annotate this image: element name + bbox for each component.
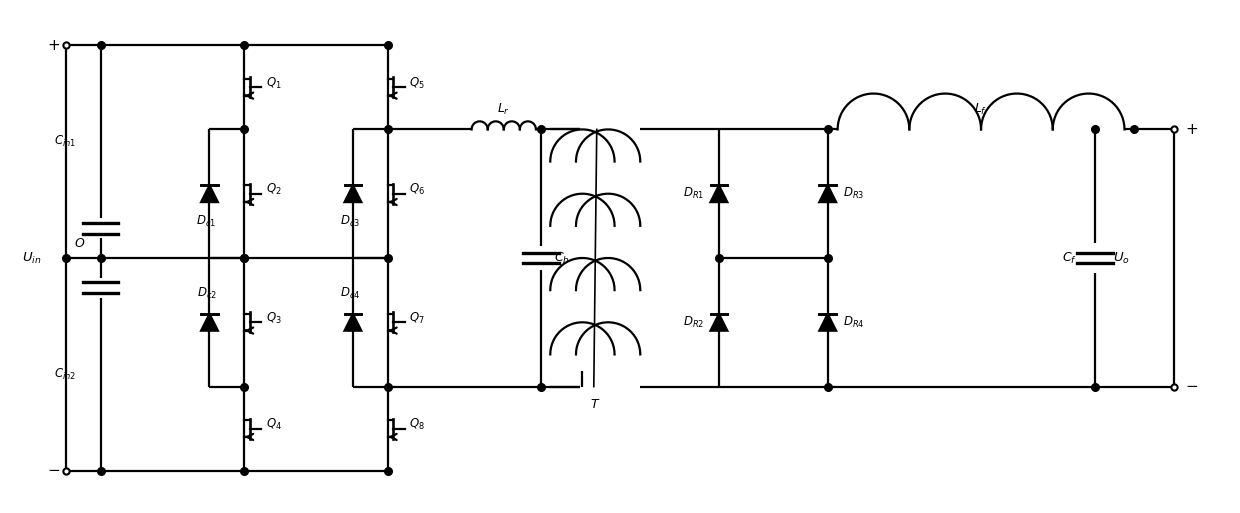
Text: $Q_2$: $Q_2$ bbox=[265, 182, 281, 198]
Text: $D_{c2}$: $D_{c2}$ bbox=[196, 285, 217, 301]
Polygon shape bbox=[820, 314, 836, 331]
Text: −: − bbox=[48, 463, 61, 478]
Text: $D_{R4}$: $D_{R4}$ bbox=[842, 315, 864, 330]
Text: $D_{R1}$: $D_{R1}$ bbox=[683, 186, 704, 201]
Text: −: − bbox=[1185, 379, 1199, 394]
Text: $U_o$: $U_o$ bbox=[1112, 250, 1130, 266]
Text: $Q_1$: $Q_1$ bbox=[265, 76, 281, 91]
Polygon shape bbox=[711, 185, 728, 202]
Text: $Q_8$: $Q_8$ bbox=[409, 417, 425, 432]
Text: $Q_4$: $Q_4$ bbox=[265, 417, 281, 432]
Text: $C_b$: $C_b$ bbox=[554, 250, 569, 266]
Polygon shape bbox=[201, 185, 218, 202]
Text: $Q_6$: $Q_6$ bbox=[409, 182, 425, 198]
Text: $C_{in1}$: $C_{in1}$ bbox=[53, 134, 76, 149]
Text: $D_{R3}$: $D_{R3}$ bbox=[842, 186, 864, 201]
Text: $Q_5$: $Q_5$ bbox=[409, 76, 425, 91]
Text: $D_{c4}$: $D_{c4}$ bbox=[340, 285, 360, 301]
Text: $Q_7$: $Q_7$ bbox=[409, 311, 425, 326]
Text: $O$: $O$ bbox=[74, 237, 86, 250]
Text: $C_f$: $C_f$ bbox=[1063, 250, 1078, 266]
Polygon shape bbox=[345, 185, 361, 202]
Text: $L_r$: $L_r$ bbox=[497, 102, 511, 116]
Text: +: + bbox=[48, 38, 61, 53]
Polygon shape bbox=[820, 185, 836, 202]
Polygon shape bbox=[201, 314, 218, 331]
Text: $Q_3$: $Q_3$ bbox=[265, 311, 281, 326]
Polygon shape bbox=[345, 314, 361, 331]
Text: $U_{in}$: $U_{in}$ bbox=[21, 250, 41, 266]
Text: +: + bbox=[1185, 122, 1199, 137]
Text: $L_f$: $L_f$ bbox=[975, 102, 987, 116]
Text: $D_{c1}$: $D_{c1}$ bbox=[196, 213, 217, 229]
Text: $C_{in2}$: $C_{in2}$ bbox=[53, 367, 76, 382]
Text: $T$: $T$ bbox=[590, 399, 600, 411]
Polygon shape bbox=[711, 314, 728, 331]
Text: $D_{R2}$: $D_{R2}$ bbox=[683, 315, 704, 330]
Text: $D_{c3}$: $D_{c3}$ bbox=[340, 213, 360, 229]
